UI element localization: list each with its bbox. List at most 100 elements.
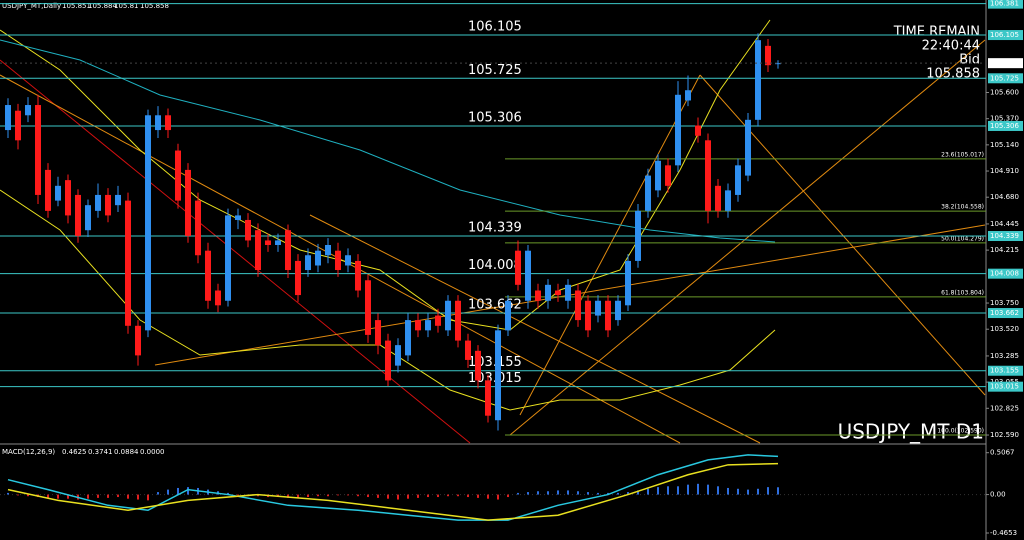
histogram-bar [177,487,179,495]
chart-header: USDJPY_MT,Daily [2,2,61,10]
histogram-bar [317,494,319,497]
histogram-bar [697,483,699,495]
candle-body [65,180,71,216]
candle-body [775,63,781,65]
histogram-bar [107,494,109,498]
candle-body [345,255,351,266]
trend-line [519,74,701,416]
candle-body [145,115,151,331]
histogram-bar [17,494,19,496]
candle-body [515,250,521,285]
candle-body [665,165,671,186]
candle-body [555,290,561,296]
fib-label: 50.0(104.279) [941,235,984,242]
level-label: 103.155 [468,355,522,370]
level-label: 106.105 [468,20,522,35]
histogram-bar [287,494,289,498]
candle-body [95,194,101,211]
y-tick-label: 104.680 [990,193,1019,201]
candle-body [465,340,471,360]
histogram-bar [557,490,559,495]
candle-body [155,115,161,131]
candle-body [15,110,21,141]
bid-tag [988,58,1023,69]
histogram-bar [547,491,549,495]
candle-body [525,250,531,301]
chart-title: USDJPY_MT D1 [838,420,984,444]
candle-body [545,284,551,301]
candle-body [625,260,631,306]
candle-body [695,125,701,136]
histogram-bar [227,492,229,495]
candle-body [635,210,641,261]
histogram-bar [507,494,509,498]
candle-body [325,244,331,256]
histogram-bar [127,494,129,499]
y-tick-label: 104.910 [990,167,1019,175]
candle-body [215,290,221,306]
macd-readout: 0.4625 [62,448,87,456]
histogram-bar [587,492,589,495]
candle-body [85,205,91,231]
candle-body [495,330,501,421]
bid-tag-label: 105.858 [990,59,1019,67]
level-tag-label: 106.105 [990,31,1019,39]
histogram-bar [427,494,429,498]
candle-body [595,300,601,316]
fib-label: 23.6(105.017) [941,151,984,158]
level-tag [988,73,1023,84]
histogram-bar [457,494,459,497]
histogram-bar [137,494,139,500]
histogram-bar [257,494,259,497]
y-tick-label: 102.590 [990,431,1019,439]
bid-label: Bid [959,53,980,68]
histogram-bar [667,486,669,495]
level-tag [988,231,1023,242]
histogram-bar [437,494,439,498]
candle-body [205,250,211,301]
histogram-bar [87,494,89,499]
bid-price: 105.858 [926,67,980,82]
histogram-bar [117,494,119,498]
candle-body [55,185,61,201]
histogram-bar [677,486,679,495]
y-tick-label: 105.600 [990,89,1019,97]
candle-body [755,40,761,120]
header-high: 105.884 [88,2,117,10]
candle-body [285,230,291,271]
histogram-bar [567,490,569,495]
histogram-bar [577,491,579,495]
header-low: 105.81 [114,2,139,10]
histogram-bar [477,494,479,498]
candle-body [5,105,11,131]
trend-line [309,214,761,444]
candle-body [255,230,261,271]
y-tick-label: 103.285 [990,352,1019,360]
candle-body [245,219,251,241]
histogram-bar [777,487,779,495]
level-tag [988,381,1023,392]
candle-body [645,175,651,211]
fib-label: 38.2(104.558) [941,204,984,211]
level-tag [988,365,1023,376]
y-tick-label: 103.750 [990,299,1019,307]
header-open: 105.851 [62,2,91,10]
level-label: 105.306 [468,110,522,125]
candle-body [655,160,661,191]
y-tick-label: 102.825 [990,404,1019,412]
candle-body [335,250,341,271]
fib-label: 100.0(102.590) [937,428,984,435]
histogram-bar [717,486,719,495]
histogram-bar [397,494,399,500]
candle-body [45,169,51,211]
level-tag-label: 103.015 [990,383,1019,391]
candle-body [575,290,581,321]
candle-body [125,200,131,326]
level-tag-label: 103.155 [990,367,1019,375]
histogram-bar [357,494,359,497]
y-tick-label: 104.215 [990,246,1019,254]
histogram-bar [387,494,389,499]
candle-body [745,119,751,176]
candle-body [235,215,241,220]
candle-body [615,300,621,321]
